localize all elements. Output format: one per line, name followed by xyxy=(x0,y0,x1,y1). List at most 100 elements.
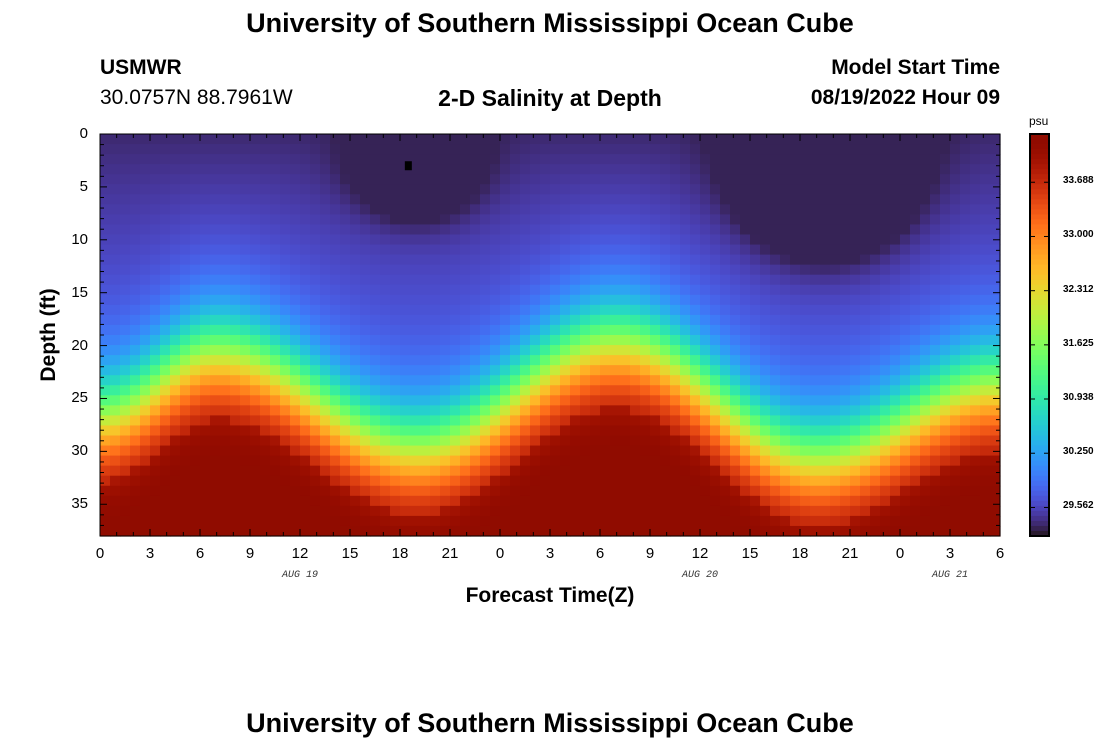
heatmap-cell xyxy=(950,194,961,205)
heatmap-cell xyxy=(420,515,431,527)
heatmap-cell xyxy=(130,505,141,517)
heatmap-cell xyxy=(600,475,611,487)
heatmap-cell xyxy=(970,264,981,276)
colorbar-segment xyxy=(1030,154,1049,160)
heatmap-cell xyxy=(860,355,871,366)
heatmap-cell xyxy=(110,445,121,457)
heatmap-cell xyxy=(350,324,361,336)
heatmap-cell xyxy=(400,485,411,497)
heatmap-cell xyxy=(370,505,381,517)
heatmap-cell xyxy=(310,214,321,226)
heatmap-cell xyxy=(290,465,301,477)
colorbar-label: 31.625 xyxy=(1063,337,1094,349)
heatmap-cell xyxy=(420,274,431,286)
heatmap-cell xyxy=(380,465,391,477)
heatmap-cell xyxy=(490,485,501,497)
colorbar-segment xyxy=(1030,345,1049,351)
heatmap-cell xyxy=(580,154,591,165)
heatmap-cell xyxy=(200,355,211,366)
heatmap-cell xyxy=(520,445,531,457)
heatmap-cell xyxy=(720,194,731,205)
heatmap-cell xyxy=(980,324,991,336)
heatmap-cell xyxy=(120,264,131,276)
heatmap-cell xyxy=(990,274,1001,286)
heatmap-cell xyxy=(620,264,631,276)
heatmap-cell xyxy=(720,465,731,477)
heatmap-cell xyxy=(180,134,191,145)
heatmap-cell xyxy=(810,445,821,457)
heatmap-cell xyxy=(100,224,111,236)
colorbar-segment xyxy=(1030,254,1049,261)
heatmap-cell xyxy=(230,335,241,346)
heatmap-cell xyxy=(330,385,341,396)
heatmap-cell xyxy=(170,355,181,366)
heatmap-cell xyxy=(300,154,311,165)
colorbar-segment xyxy=(1030,435,1049,442)
heatmap-cell xyxy=(970,405,981,416)
heatmap-cell xyxy=(860,495,871,507)
heatmap-cell xyxy=(900,475,911,487)
heatmap-cell xyxy=(870,465,881,477)
heatmap-cell xyxy=(160,505,171,517)
heatmap-cell xyxy=(920,324,931,336)
heatmap-cell xyxy=(230,144,241,155)
heatmap-cell xyxy=(410,234,421,246)
heatmap-cell xyxy=(310,465,321,477)
heatmap-cell xyxy=(190,214,201,226)
heatmap-cell xyxy=(700,164,711,175)
heatmap-cell xyxy=(840,525,851,537)
heatmap-cell xyxy=(110,184,121,195)
heatmap-cell xyxy=(840,224,851,236)
heatmap-cell xyxy=(910,395,921,406)
heatmap-cell xyxy=(880,154,891,165)
heatmap-cell xyxy=(610,214,621,226)
heatmap-cell xyxy=(750,435,761,447)
heatmap-cell xyxy=(850,214,861,226)
heatmap-cell xyxy=(260,515,271,527)
heatmap-cell xyxy=(720,455,731,467)
heatmap-cell xyxy=(990,345,1001,356)
heatmap-cell xyxy=(980,505,991,517)
heatmap-cell xyxy=(350,495,361,507)
heatmap-cell xyxy=(100,164,111,175)
heatmap-cell xyxy=(120,445,131,457)
heatmap-cell xyxy=(720,184,731,195)
heatmap-cell xyxy=(700,304,711,316)
heatmap-cell xyxy=(880,224,891,236)
heatmap-cell xyxy=(530,204,541,215)
heatmap-cell xyxy=(820,224,831,236)
heatmap-cell xyxy=(290,224,301,236)
heatmap-cell xyxy=(840,294,851,306)
heatmap-cell xyxy=(420,254,431,266)
heatmap-cell xyxy=(700,335,711,346)
heatmap-cell xyxy=(390,244,401,256)
heatmap-cell xyxy=(460,455,471,467)
heatmap-cell xyxy=(700,505,711,517)
heatmap-cell xyxy=(630,515,641,527)
heatmap-cell xyxy=(810,525,821,537)
heatmap-cell xyxy=(420,405,431,416)
heatmap-cell xyxy=(850,154,861,165)
heatmap-cell xyxy=(680,345,691,356)
heatmap-cell xyxy=(370,415,381,427)
heatmap-cell xyxy=(190,365,201,376)
heatmap-cell xyxy=(400,495,411,507)
heatmap-cell xyxy=(760,284,771,296)
heatmap-cell xyxy=(490,475,501,487)
heatmap-cell xyxy=(970,244,981,256)
heatmap-cell xyxy=(330,405,341,416)
heatmap-cell xyxy=(740,224,751,236)
heatmap-cell xyxy=(260,224,271,236)
heatmap-cell xyxy=(670,304,681,316)
heatmap-cell xyxy=(170,304,181,316)
heatmap-cell xyxy=(890,194,901,205)
heatmap-cell xyxy=(270,515,281,527)
colorbar-segment xyxy=(1030,390,1049,396)
heatmap-cell xyxy=(810,395,821,406)
heatmap-cell xyxy=(930,144,941,155)
heatmap-cell xyxy=(700,284,711,296)
heatmap-cell xyxy=(540,395,551,406)
heatmap-cell xyxy=(110,134,121,145)
heatmap-cell xyxy=(550,214,561,226)
heatmap-cell xyxy=(290,425,301,437)
